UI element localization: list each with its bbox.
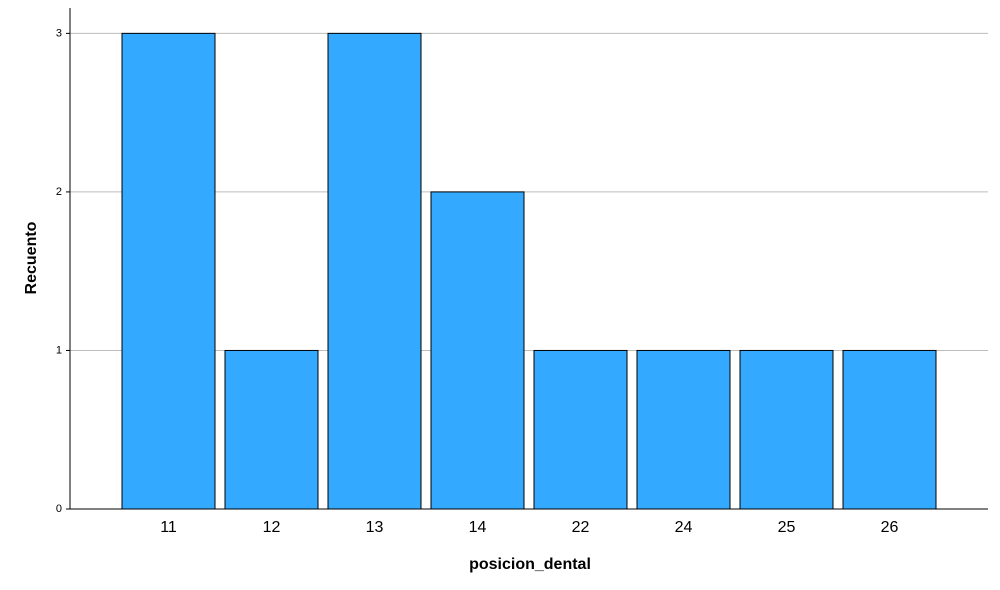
y-tick-label: 3: [56, 27, 62, 39]
x-tick-label: 26: [881, 519, 899, 536]
bar: [533, 349, 628, 510]
x-tick-label: 25: [778, 519, 796, 536]
bar: [430, 191, 525, 510]
bar: [327, 32, 422, 510]
bar: [121, 32, 216, 510]
y-tick-label: 2: [56, 186, 62, 198]
y-axis-label: Recuento: [23, 221, 40, 294]
y-tick-label: 1: [56, 344, 62, 356]
bar: [739, 349, 834, 510]
x-tick-label: 13: [366, 519, 384, 536]
bar: [636, 349, 731, 510]
bar: [224, 349, 319, 510]
x-tick-label: 11: [160, 519, 177, 536]
x-tick-label: 12: [263, 519, 281, 536]
bar: [842, 349, 937, 510]
x-tick-label: 24: [675, 519, 693, 536]
x-axis-label: posicion_dental: [469, 556, 591, 573]
x-tick-label: 22: [572, 519, 590, 536]
x-tick-label: 14: [469, 519, 487, 536]
y-tick-label: 0: [56, 503, 62, 515]
